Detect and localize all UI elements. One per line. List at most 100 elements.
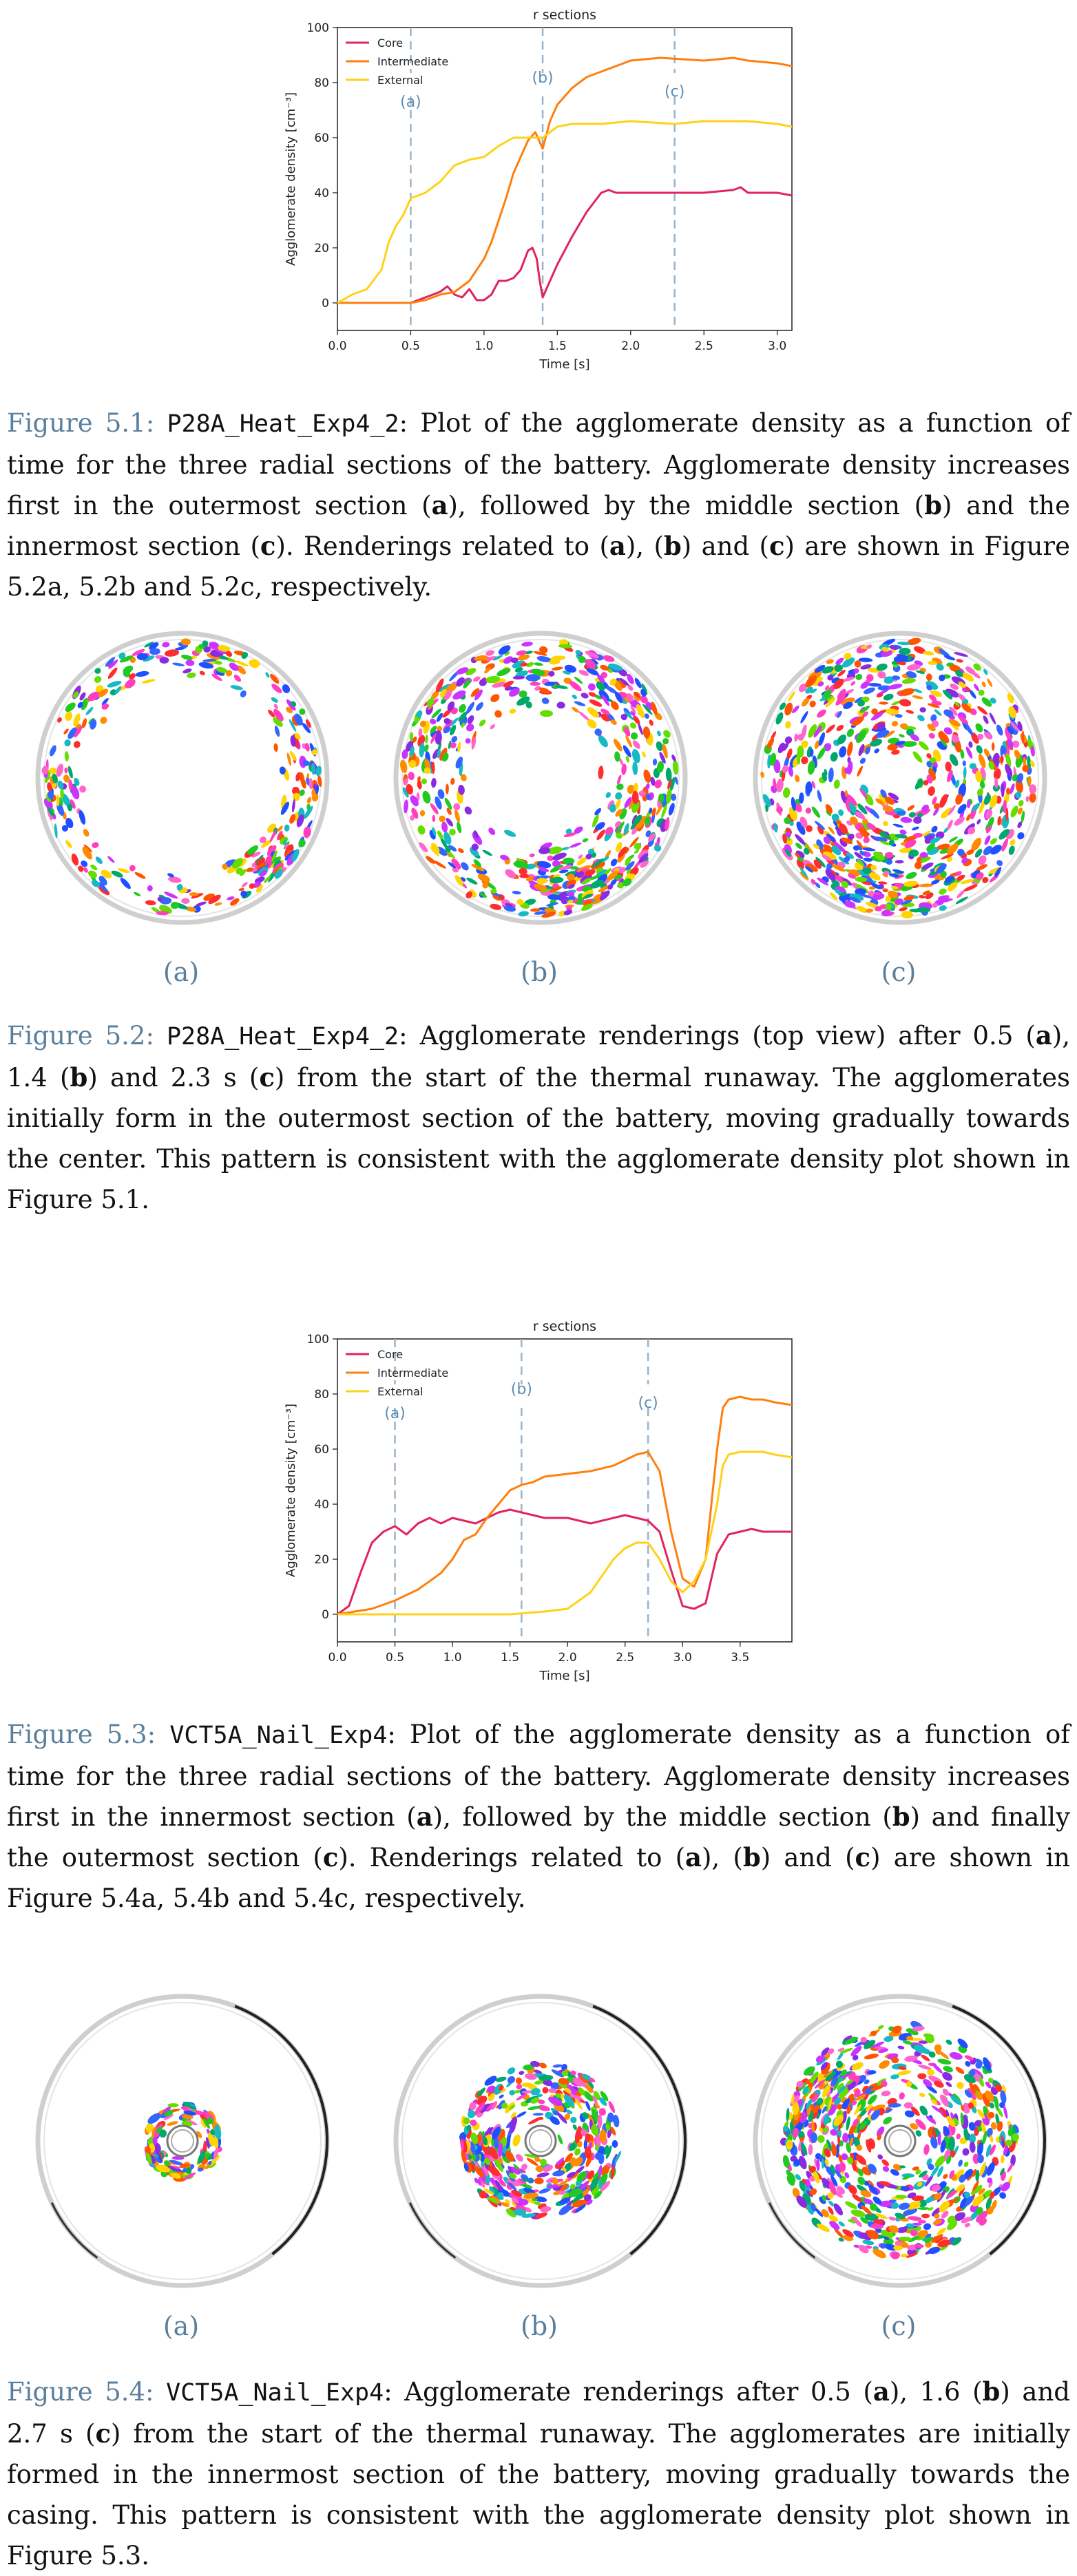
agglomerate: [492, 2126, 501, 2140]
agglomerate: [1012, 740, 1020, 748]
agglomerate: [854, 697, 863, 704]
agglomerate: [895, 2195, 908, 2199]
agglomerate: [474, 655, 488, 662]
agglomerate: [544, 682, 556, 686]
agglomerate: [431, 778, 437, 788]
agglomerate: [940, 2140, 946, 2153]
agglomerate: [796, 2080, 804, 2088]
agglomerate: [978, 689, 985, 696]
agglomerate: [482, 849, 493, 856]
agglomerate: [928, 2207, 934, 2211]
agglomerate: [854, 852, 864, 859]
agglomerate: [859, 850, 866, 856]
agglomerate: [107, 667, 118, 679]
agglomerate: [922, 890, 930, 896]
agglomerate: [225, 670, 233, 677]
agglomerate: [530, 908, 541, 912]
agglomerate: [183, 2172, 196, 2180]
agglomerate: [56, 763, 63, 777]
agglomerate: [844, 2035, 853, 2041]
agglomerate: [955, 669, 963, 677]
agglomerate: [537, 2104, 550, 2111]
agglomerate: [797, 2131, 805, 2138]
agglomerate: [181, 2114, 194, 2120]
agglomerate: [988, 867, 1001, 874]
agglomerate: [534, 2157, 541, 2162]
agglomerate: [925, 2196, 935, 2204]
agglomerate: [576, 871, 585, 878]
agglomerate: [520, 662, 528, 667]
agglomerate: [850, 681, 856, 686]
agglomerate: [437, 789, 445, 799]
agglomerate: [816, 2098, 824, 2106]
agglomerate: [294, 732, 301, 740]
agglomerate: [836, 2128, 841, 2139]
agglomerate: [598, 2108, 607, 2116]
agglomerate: [877, 881, 888, 885]
agglomerate: [860, 2190, 872, 2197]
agglomerate: [534, 911, 547, 915]
agglomerate: [61, 793, 70, 807]
agglomerate: [877, 2154, 883, 2160]
agglomerate: [776, 778, 784, 793]
agglomerate: [556, 2157, 565, 2166]
caption-bold: c: [322, 1842, 339, 1872]
agglomerate: [145, 900, 156, 906]
agglomerate: [855, 888, 866, 896]
caption-fig-5-1: Figure 5.1: P28A_Heat_Exp4_2: Plot of th…: [7, 403, 1070, 607]
agglomerate: [439, 748, 448, 761]
agglomerate: [913, 832, 923, 838]
agglomerate: [549, 886, 563, 893]
agglomerate: [490, 889, 497, 894]
agglomerate: [582, 838, 589, 843]
agglomerate: [67, 727, 77, 739]
agglomerate: [555, 685, 568, 689]
agglomerate: [152, 2137, 158, 2145]
agglomerate: [71, 853, 79, 866]
agglomerate: [823, 2113, 830, 2126]
agglomerate: [309, 778, 313, 790]
agglomerate: [818, 732, 826, 746]
agglomerate: [594, 695, 603, 699]
agglomerate: [574, 826, 583, 834]
agglomerate: [830, 2175, 838, 2187]
agglomerate: [888, 792, 899, 801]
agglomerate: [917, 2182, 923, 2187]
marker-label: (c): [638, 1395, 658, 1412]
agglomerate: [977, 2109, 985, 2119]
agglomerate: [490, 694, 500, 702]
agglomerate: [594, 2190, 603, 2199]
agglomerate: [1017, 821, 1023, 828]
agglomerate: [917, 812, 923, 819]
agglomerate: [532, 2113, 544, 2116]
agglomerate: [404, 799, 408, 814]
agglomerate: [511, 2197, 519, 2204]
agglomerate: [401, 749, 408, 759]
agglomerate: [882, 873, 888, 878]
agglomerate: [607, 2112, 614, 2123]
agglomerate: [796, 821, 806, 835]
agglomerate: [803, 2066, 815, 2076]
agglomerate: [906, 2252, 918, 2258]
caption-bold: a: [685, 1842, 702, 1872]
agglomerate: [1008, 845, 1015, 855]
agglomerate: [983, 748, 990, 757]
agglomerate: [629, 722, 637, 729]
agglomerate: [125, 679, 136, 688]
agglomerate: [463, 679, 471, 689]
agglomerate: [218, 645, 231, 652]
agglomerate: [65, 711, 73, 721]
agglomerate: [859, 788, 868, 799]
agglomerate: [302, 760, 310, 766]
agglomerate: [74, 778, 80, 786]
agglomerate: [825, 869, 836, 881]
agglomerate: [490, 724, 496, 730]
agglomerate: [949, 754, 959, 766]
agglomerate: [858, 743, 865, 757]
agglomerate: [862, 711, 868, 718]
agglomerate: [782, 2126, 789, 2132]
agglomerate: [941, 853, 954, 860]
agglomerate: [822, 2177, 832, 2189]
agglomerate: [596, 830, 605, 841]
agglomerate: [485, 2157, 490, 2166]
